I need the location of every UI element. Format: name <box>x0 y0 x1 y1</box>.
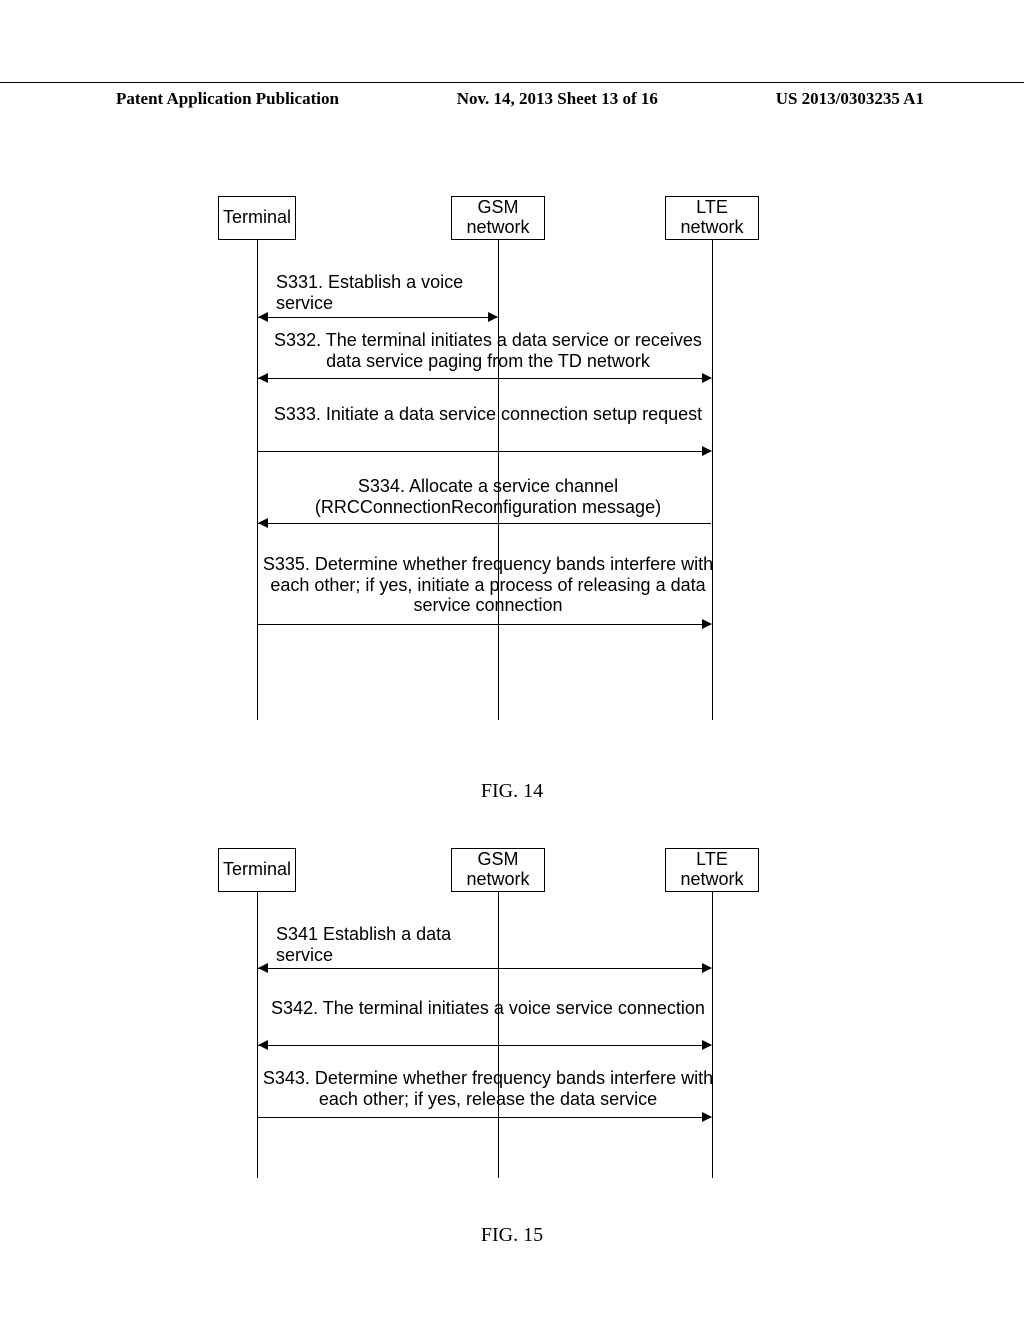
msg-s335: S335. Determine whether frequency bands … <box>262 554 714 616</box>
arrow-s331 <box>258 317 497 318</box>
msg-s341: S341 Establish a data service <box>276 924 476 965</box>
arrow-s334 <box>258 523 711 524</box>
participant-lte-label: LTE network <box>668 198 756 238</box>
participant-gsm-label: GSM network <box>454 198 542 238</box>
participant-terminal-label: Terminal <box>223 208 291 228</box>
figure-caption-14-text: FIG. 14 <box>481 780 543 802</box>
header-center: Nov. 14, 2013 Sheet 13 of 16 <box>457 89 658 109</box>
msg-s333-text: S333. Initiate a data service connection… <box>274 404 702 424</box>
arrow-s335 <box>258 624 711 625</box>
participant-gsm-15-label: GSM network <box>454 850 542 890</box>
arrow-s343 <box>258 1117 711 1118</box>
arrow-s333-head-r <box>702 446 712 456</box>
participant-terminal-15-label: Terminal <box>223 860 291 880</box>
participant-lte-15-label: LTE network <box>668 850 756 890</box>
arrow-s331-head-r <box>488 312 498 322</box>
figure-caption-15: FIG. 15 <box>0 1224 1024 1247</box>
lifeline-terminal-15 <box>257 892 258 1178</box>
msg-s334: S334. Allocate a service channel (RRCCon… <box>268 476 708 517</box>
arrow-s341-head-r <box>702 963 712 973</box>
arrow-s333 <box>258 451 711 452</box>
arrow-s331-head-l <box>258 312 268 322</box>
arrow-s334-head-l <box>258 518 268 528</box>
arrow-s342-head-r <box>702 1040 712 1050</box>
msg-s331-text: S331. Establish a voice service <box>276 272 463 313</box>
arrow-s343-head-r <box>702 1112 712 1122</box>
msg-s343: S343. Determine whether frequency bands … <box>262 1068 714 1109</box>
lifeline-gsm-15 <box>498 892 499 1178</box>
msg-s335-text: S335. Determine whether frequency bands … <box>263 554 713 615</box>
msg-s331: S331. Establish a voice service <box>276 272 476 313</box>
figure-caption-15-text: FIG. 15 <box>481 1224 543 1246</box>
msg-s341-text: S341 Establish a data service <box>276 924 451 965</box>
arrow-s342 <box>258 1045 711 1046</box>
msg-s342-text: S342. The terminal initiates a voice ser… <box>271 998 705 1018</box>
header-left: Patent Application Publication <box>116 89 339 109</box>
arrow-s332 <box>258 378 711 379</box>
arrow-s332-head-l <box>258 373 268 383</box>
header-right: US 2013/0303235 A1 <box>776 89 924 109</box>
participant-terminal: Terminal <box>218 196 296 240</box>
arrow-s342-head-l <box>258 1040 268 1050</box>
msg-s332: S332. The terminal initiates a data serv… <box>268 330 708 371</box>
participant-terminal-15: Terminal <box>218 848 296 892</box>
msg-s343-text: S343. Determine whether frequency bands … <box>263 1068 713 1109</box>
lifeline-lte-15 <box>712 892 713 1178</box>
arrow-s332-head-r <box>702 373 712 383</box>
arrow-s341-head-l <box>258 963 268 973</box>
lifeline-lte <box>712 240 713 720</box>
page-header: Patent Application Publication Nov. 14, … <box>0 82 1024 103</box>
msg-s342: S342. The terminal initiates a voice ser… <box>268 998 708 1019</box>
participant-gsm-15: GSM network <box>451 848 545 892</box>
msg-s334-text: S334. Allocate a service channel (RRCCon… <box>315 476 661 517</box>
msg-s332-text: S332. The terminal initiates a data serv… <box>274 330 702 371</box>
msg-s333: S333. Initiate a data service connection… <box>268 404 708 425</box>
arrow-s341 <box>258 968 711 969</box>
participant-lte: LTE network <box>665 196 759 240</box>
participant-gsm: GSM network <box>451 196 545 240</box>
figure-caption-14: FIG. 14 <box>0 780 1024 803</box>
participant-lte-15: LTE network <box>665 848 759 892</box>
arrow-s335-head-r <box>702 619 712 629</box>
